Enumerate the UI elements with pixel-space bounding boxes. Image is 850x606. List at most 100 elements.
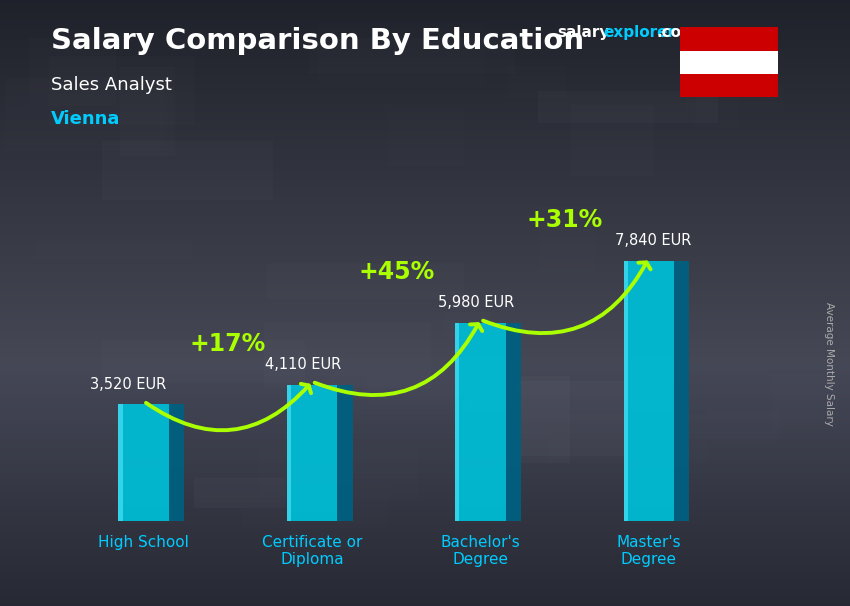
Bar xyxy=(0,97,850,100)
Bar xyxy=(0,67,850,70)
Bar xyxy=(0,588,850,591)
Bar xyxy=(0,73,850,76)
Bar xyxy=(0,394,850,397)
Bar xyxy=(0,542,850,545)
Bar xyxy=(0,164,850,167)
Bar xyxy=(0,521,850,524)
Bar xyxy=(538,91,717,123)
Bar xyxy=(0,15,850,18)
Bar xyxy=(0,0,850,3)
Bar xyxy=(0,527,850,530)
Text: salary: salary xyxy=(557,25,609,41)
Bar xyxy=(0,306,850,309)
Polygon shape xyxy=(624,261,674,521)
Bar xyxy=(0,76,850,79)
Bar xyxy=(0,545,850,548)
Bar xyxy=(0,261,850,264)
Bar xyxy=(0,136,850,139)
Bar xyxy=(0,215,850,218)
Bar xyxy=(0,345,850,348)
Bar xyxy=(0,221,850,224)
Bar xyxy=(0,30,850,33)
Bar xyxy=(0,585,850,588)
Bar xyxy=(465,381,672,456)
Bar xyxy=(0,600,850,603)
Bar xyxy=(0,12,850,15)
Bar xyxy=(0,285,850,288)
Bar xyxy=(0,464,850,467)
Bar xyxy=(0,64,850,67)
Bar xyxy=(0,391,850,394)
Bar xyxy=(0,155,850,158)
Bar xyxy=(0,491,850,494)
Bar xyxy=(0,218,850,221)
Text: .com: .com xyxy=(656,25,697,41)
Bar xyxy=(35,239,192,259)
Bar xyxy=(0,382,850,385)
Bar xyxy=(0,467,850,470)
Bar xyxy=(309,38,515,75)
Polygon shape xyxy=(674,261,689,521)
Bar xyxy=(0,58,850,61)
Bar xyxy=(0,388,850,391)
Bar xyxy=(0,530,850,533)
Bar xyxy=(0,303,850,306)
Bar xyxy=(0,127,850,130)
Bar xyxy=(0,45,850,48)
Bar xyxy=(0,48,850,52)
Bar xyxy=(0,276,850,279)
Bar xyxy=(772,376,839,429)
Bar xyxy=(0,421,850,424)
Bar xyxy=(0,264,850,267)
Text: Average Monthly Salary: Average Monthly Salary xyxy=(824,302,834,425)
Bar xyxy=(0,461,850,464)
Bar xyxy=(0,427,850,430)
Bar xyxy=(29,38,116,105)
Bar xyxy=(571,105,654,176)
Bar xyxy=(0,52,850,55)
Bar xyxy=(0,133,850,136)
Bar xyxy=(0,36,850,39)
Bar xyxy=(508,66,566,99)
Bar xyxy=(0,409,850,412)
Bar xyxy=(0,212,850,215)
Bar xyxy=(0,482,850,485)
Bar xyxy=(0,9,850,12)
Bar xyxy=(0,470,850,473)
Bar xyxy=(686,85,783,111)
Bar xyxy=(0,82,850,85)
Bar xyxy=(0,518,850,521)
Bar xyxy=(0,561,850,564)
Text: 4,110 EUR: 4,110 EUR xyxy=(265,357,341,372)
Bar xyxy=(0,376,850,379)
Polygon shape xyxy=(286,385,291,521)
Bar xyxy=(0,321,850,324)
Text: Salary Comparison By Education: Salary Comparison By Education xyxy=(51,27,584,55)
Bar xyxy=(195,478,286,508)
Bar xyxy=(331,370,513,414)
Bar xyxy=(0,318,850,321)
Bar xyxy=(0,115,850,118)
Bar xyxy=(0,124,850,127)
Bar xyxy=(0,336,850,339)
Bar xyxy=(0,324,850,327)
Bar xyxy=(0,370,850,373)
Bar xyxy=(695,73,739,128)
Bar xyxy=(0,533,850,536)
Bar xyxy=(0,167,850,170)
Bar xyxy=(0,591,850,594)
Bar xyxy=(0,488,850,491)
Bar xyxy=(242,473,388,527)
Bar xyxy=(0,503,850,506)
Bar xyxy=(517,376,570,463)
Bar xyxy=(0,473,850,476)
Bar xyxy=(0,270,850,273)
Bar xyxy=(0,512,850,515)
Bar xyxy=(445,312,491,338)
Text: 5,980 EUR: 5,980 EUR xyxy=(439,295,514,310)
Bar xyxy=(0,451,850,454)
Bar xyxy=(0,279,850,282)
Bar xyxy=(0,582,850,585)
Bar xyxy=(0,436,850,439)
Bar xyxy=(0,579,850,582)
